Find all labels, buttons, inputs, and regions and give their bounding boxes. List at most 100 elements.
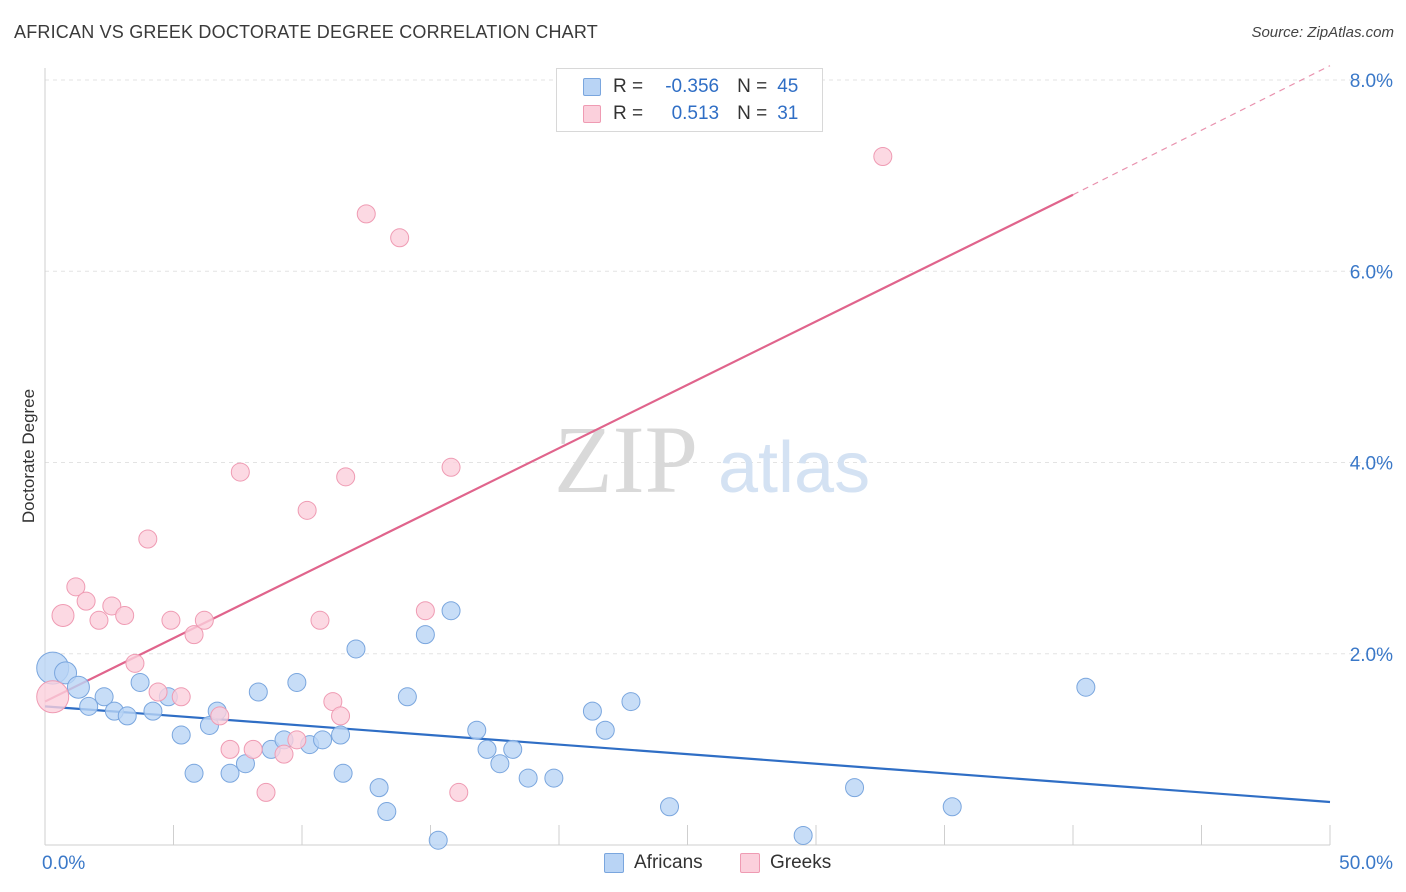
african-point: [1076, 677, 1096, 697]
bottom-legend-greeks-label: Greeks: [770, 852, 832, 873]
africans-n-value: 45: [777, 76, 799, 97]
bottom-legend-africans-label: Africans: [634, 852, 703, 873]
greek-point: [51, 604, 75, 627]
greeks-swatch: [583, 105, 601, 123]
african-point: [248, 682, 268, 702]
greek-point: [171, 687, 191, 707]
greek-point: [441, 457, 461, 477]
greek-point: [356, 204, 376, 224]
y-axis-label: Doctorate Degree: [19, 389, 38, 523]
greek-point: [449, 782, 469, 802]
greek-point: [115, 606, 135, 625]
african-point: [518, 768, 538, 788]
greek-point: [184, 625, 204, 645]
african-point: [66, 675, 90, 699]
greek-point: [36, 680, 70, 714]
watermark: ZIP atlas: [554, 406, 870, 513]
african-point: [441, 601, 461, 621]
african-point: [346, 639, 366, 659]
greek-point: [102, 596, 122, 616]
greek-point: [873, 147, 893, 166]
african-point: [287, 672, 307, 692]
y-tick-label: 6.0%: [1350, 262, 1393, 283]
greek-point: [76, 591, 96, 611]
x-tick-label-min: 0.0%: [42, 853, 85, 874]
bottom-legend-greeks-swatch: [740, 853, 760, 873]
african-point: [184, 763, 204, 783]
greek-point: [230, 462, 250, 482]
african-point: [477, 739, 497, 759]
african-point: [143, 701, 163, 721]
african-point: [503, 739, 523, 759]
trendline-layer: [44, 65, 1331, 804]
greek-point: [125, 653, 145, 673]
y-tick-label: 4.0%: [1350, 454, 1393, 475]
african-point: [490, 754, 510, 774]
africans-r-label: R =: [613, 76, 644, 97]
bottom-legend-africans-swatch: [604, 853, 624, 873]
african-point: [467, 720, 487, 740]
x-tick-label-max: 50.0%: [1339, 853, 1393, 874]
african-point: [397, 687, 417, 707]
source-label: Source: ZipAtlas.com: [1251, 24, 1394, 41]
greek-point: [161, 610, 181, 630]
africans-swatch: [583, 78, 601, 96]
african-point: [595, 720, 615, 740]
greek-point: [390, 228, 410, 248]
african-point: [130, 672, 150, 692]
correlation-legend: R = -0.356 N = 45 R = 0.513 N = 31: [556, 68, 823, 132]
greeks-n-value: 31: [777, 103, 799, 124]
greek-point: [336, 467, 356, 487]
african-point: [415, 625, 435, 645]
african-point: [313, 730, 333, 750]
greek-point: [194, 610, 214, 630]
greek-point: [138, 529, 158, 549]
african-point: [333, 763, 353, 783]
watermark-zip: ZIP: [554, 406, 698, 513]
greek-point: [256, 782, 276, 802]
greeks-r-value: 0.513: [671, 103, 720, 124]
african-point: [377, 802, 397, 822]
greek-point: [148, 682, 168, 702]
africans-n-label: N =: [737, 76, 768, 97]
greek-point: [331, 706, 351, 726]
greek-point: [415, 601, 435, 621]
africans-trendline: [44, 705, 1331, 804]
y-tick-label: 8.0%: [1350, 71, 1393, 92]
greeks-trendline: [44, 193, 1074, 703]
watermark-atlas: atlas: [718, 428, 870, 508]
greek-point: [220, 739, 240, 759]
points-layer: [36, 147, 1096, 850]
greek-point: [89, 610, 109, 630]
african-point: [94, 687, 114, 707]
legend-row-africans: R = -0.356 N = 45: [583, 75, 798, 99]
africans-r-value: -0.356: [665, 76, 720, 97]
greek-point: [243, 739, 263, 759]
african-point: [79, 696, 99, 716]
african-point: [428, 830, 448, 850]
grid-layer: [45, 79, 1392, 655]
bottom-legend-africans: Africans: [604, 852, 703, 874]
bottom-legend-greeks: Greeks: [740, 852, 831, 874]
chart-title: AFRICAN VS GREEK DOCTORATE DEGREE CORREL…: [14, 22, 598, 42]
y-tick-label: 2.0%: [1350, 645, 1393, 666]
african-point: [544, 768, 564, 788]
greeks-n-label: N =: [737, 103, 768, 124]
african-point: [582, 701, 602, 721]
greek-point: [66, 577, 86, 597]
african-point: [793, 825, 813, 845]
african-point: [942, 797, 962, 817]
african-point: [331, 725, 351, 745]
greek-point: [287, 730, 307, 750]
african-point: [660, 797, 680, 817]
greek-point: [274, 744, 294, 764]
legend-row-greeks: R = 0.513 N = 31: [583, 102, 798, 126]
african-point: [369, 778, 389, 798]
greek-point: [310, 610, 330, 630]
greek-point: [210, 706, 230, 726]
african-point: [621, 692, 641, 712]
african-point: [845, 778, 865, 798]
greeks-r-label: R =: [613, 103, 644, 124]
greek-point: [297, 500, 317, 520]
